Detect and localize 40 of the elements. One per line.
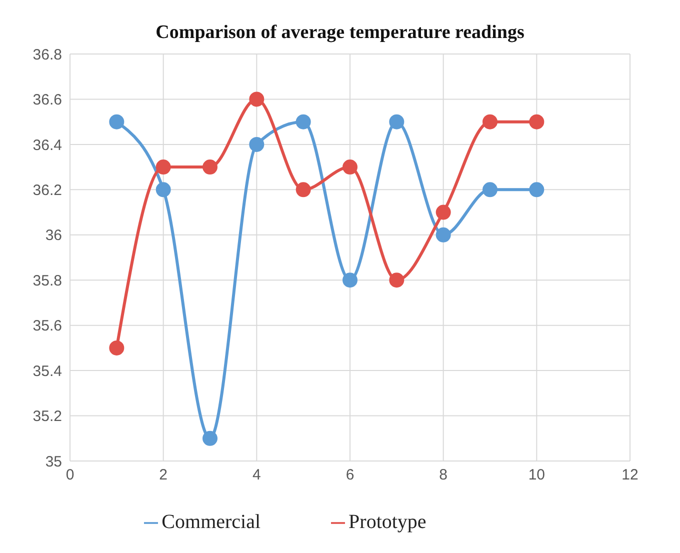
- point: [156, 182, 171, 198]
- x-tick-label: 6: [346, 466, 354, 484]
- y-tick-label: 36.2: [32, 182, 62, 199]
- y-tick-label: 36.8: [32, 46, 62, 64]
- point: [296, 182, 311, 198]
- y-tick-label: 35.6: [32, 318, 62, 335]
- y-tick-label: 36.6: [32, 92, 62, 109]
- point: [109, 340, 124, 356]
- point: [202, 160, 218, 175]
- point: [296, 114, 311, 130]
- y-tick-label: 36: [45, 227, 62, 244]
- point: [482, 114, 498, 130]
- y-tick-label: 36.4: [32, 136, 62, 154]
- point: [529, 114, 544, 130]
- x-tick-label: 0: [66, 466, 74, 484]
- point: [529, 182, 544, 198]
- point: [342, 160, 358, 175]
- chart-title: Comparison of average temperature readings: [154, 22, 526, 44]
- point: [482, 182, 498, 198]
- y-tick-label: 35.4: [32, 362, 62, 380]
- point: [389, 272, 404, 288]
- legend-label: Prototype: [348, 511, 426, 533]
- point: [389, 114, 404, 130]
- point: [202, 430, 218, 446]
- legend-label: Commercial: [162, 511, 261, 533]
- point: [109, 114, 124, 130]
- point: [436, 227, 451, 242]
- x-tick-label: 8: [439, 466, 448, 484]
- point: [249, 136, 264, 152]
- x-tick-label: 4: [252, 466, 261, 484]
- x-tick-label: 12: [622, 466, 638, 484]
- point: [436, 204, 451, 220]
- x-tick-label: 10: [528, 466, 546, 484]
- point: [156, 160, 171, 175]
- point: [249, 92, 264, 107]
- point: [342, 272, 358, 288]
- y-tick-label: 35: [45, 453, 62, 470]
- y-tick-label: 35.8: [32, 272, 62, 290]
- x-tick-label: 2: [159, 466, 168, 484]
- y-tick-label: 35.2: [32, 408, 62, 426]
